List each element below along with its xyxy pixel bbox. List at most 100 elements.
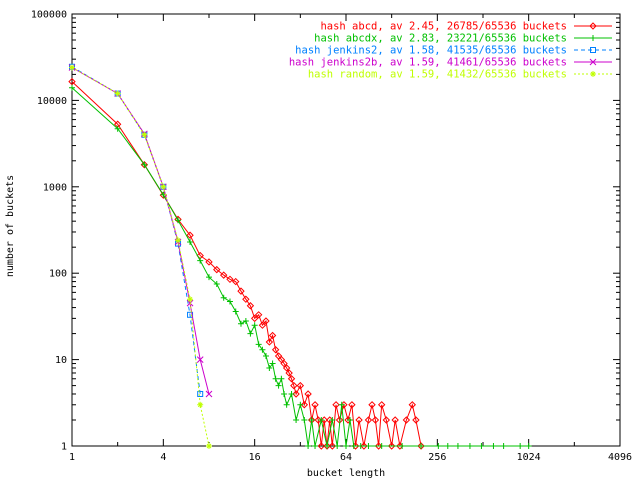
data-point [364,416,373,424]
series-4 [68,64,213,398]
data-point [360,442,368,450]
data-point [314,416,322,424]
legend-marker [589,58,597,66]
x-axis-label: bucket length [307,468,385,479]
data-point [378,443,385,449]
data-point [258,321,267,329]
x-tick-label: 256 [428,452,446,463]
data-point [329,416,336,423]
legend-label: hash abcd, av 2.45, 26785/65536 buckets [320,21,567,33]
data-point [332,401,340,409]
data-point [348,401,356,409]
data-point [220,294,227,301]
data-point [304,390,312,398]
data-point [272,375,279,382]
data-point [355,416,363,424]
data-point [292,390,300,398]
data-point [525,443,532,449]
data-point [69,64,75,71]
x-tick-label: 64 [340,452,352,463]
data-point [296,381,305,390]
series-5 [69,64,212,449]
data-point [259,346,266,353]
data-point [290,381,298,390]
data-point [219,271,228,279]
data-point [254,311,263,319]
data-point [275,382,282,389]
data-point [68,77,76,86]
data-point [232,308,239,315]
legend-label: hash random, av 1.59, 41432/65536 bucket… [308,69,567,81]
data-point [213,265,221,274]
legend-marker [590,47,596,53]
data-point [262,317,270,325]
data-point [387,442,396,450]
data-point [328,442,337,450]
x-tick-label: 4 [160,452,166,463]
legend-label: hash jenkins2, av 1.58, 41535/65536 buck… [295,45,567,57]
data-point [278,375,285,382]
series-layer [68,63,532,450]
y-tick-label: 1000 [43,182,67,193]
data-point [114,125,121,132]
legend: hash abcd, av 2.45, 26785/65536 buckets h… [289,21,612,81]
data-point [160,183,167,190]
data-point [268,331,277,340]
data-point [444,443,451,449]
y-tick-label: 10 [55,355,67,366]
y-tick-label: 100 [49,269,67,280]
data-point [517,443,524,449]
data-point [266,364,273,371]
series-line [71,67,210,447]
data-point [466,443,473,449]
data-point [186,231,194,239]
data-point [187,296,194,303]
data-point [350,443,357,449]
data-point [346,416,353,423]
data-point [365,443,372,449]
data-point [338,401,345,408]
data-point [187,238,194,245]
data-point [247,330,254,337]
data-point [282,364,291,372]
data-point [226,298,233,305]
data-point [311,401,319,409]
data-point [402,416,411,424]
series-2 [69,84,532,449]
legend-marker [589,22,597,30]
data-point [412,416,420,424]
data-point [242,317,249,324]
data-point [205,390,213,398]
data-point [408,401,416,409]
data-point [305,443,312,449]
series-3 [69,63,204,397]
x-tick-label: 16 [249,452,261,463]
data-point [262,353,269,360]
data-point [205,258,213,266]
data-point [206,443,212,449]
data-point [343,443,349,449]
x-tick-label: 1 [69,452,75,463]
data-point [265,338,274,346]
data-point [371,416,380,424]
legend-label: hash jenkins2b, av 1.59, 41461/65536 buc… [289,57,567,69]
data-point [141,131,148,138]
data-point [382,416,391,424]
data-point [280,359,288,368]
data-point [317,442,326,450]
data-point [206,274,212,281]
data-point [213,280,220,287]
data-point [374,442,383,450]
x-tick-label: 1024 [517,452,541,463]
data-point [226,275,234,284]
data-point [197,257,204,264]
data-point [300,401,309,409]
y-tick-label: 1 [61,442,67,453]
data-point [281,390,288,397]
data-point [69,84,75,91]
data-point [197,390,204,397]
data-point [255,341,262,348]
data-point [297,401,304,408]
data-point [301,416,308,423]
